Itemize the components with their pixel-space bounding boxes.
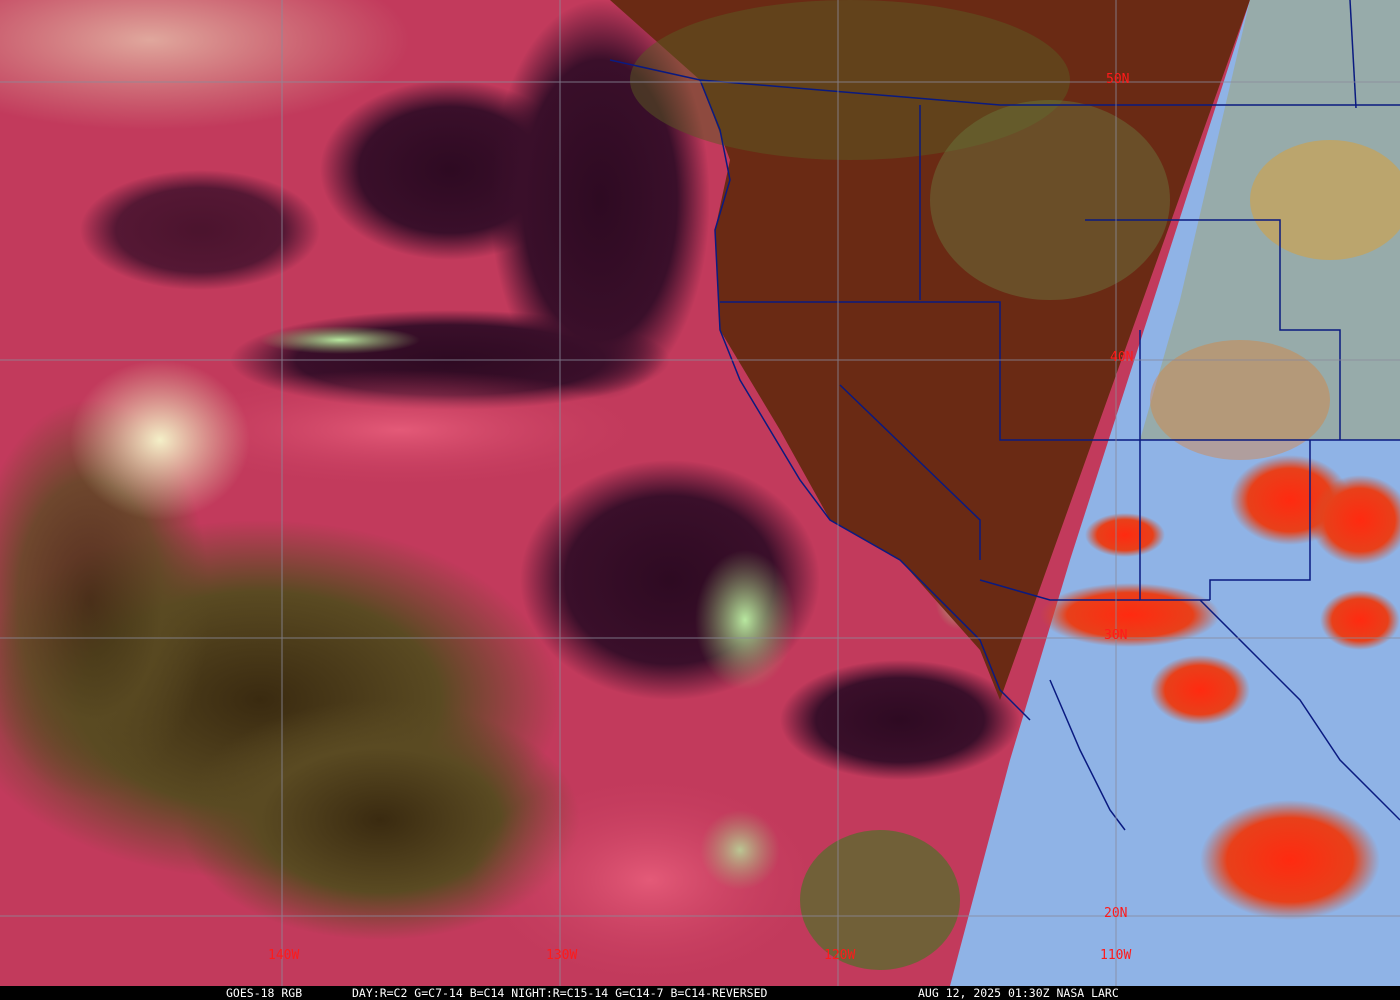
lat-label-30n: 30N — [1104, 628, 1128, 643]
band-recipe: DAY:R=C2 G=C7-14 B=C14 NIGHT:R=C15-14 G=… — [352, 986, 768, 1000]
lon-label-130w: 130W — [546, 948, 578, 963]
lat-label-40n: 40N — [1110, 350, 1134, 365]
lon-label-110w: 110W — [1100, 948, 1132, 963]
timestamp: AUG 12, 2025 01:30Z NASA LARC — [918, 986, 1119, 1000]
lat-label-50n: 50N — [1106, 72, 1130, 87]
state-borders — [609, 0, 1400, 831]
image-caption-bar: GOES-18 RGB DAY:R=C2 G=C7-14 B=C14 NIGHT… — [0, 986, 1400, 1000]
lat-label-20n: 20N — [1104, 906, 1128, 921]
lon-label-120w: 120W — [824, 948, 856, 963]
satellite-name: GOES-18 RGB — [226, 986, 303, 1000]
lon-label-140w: 140W — [268, 948, 300, 963]
